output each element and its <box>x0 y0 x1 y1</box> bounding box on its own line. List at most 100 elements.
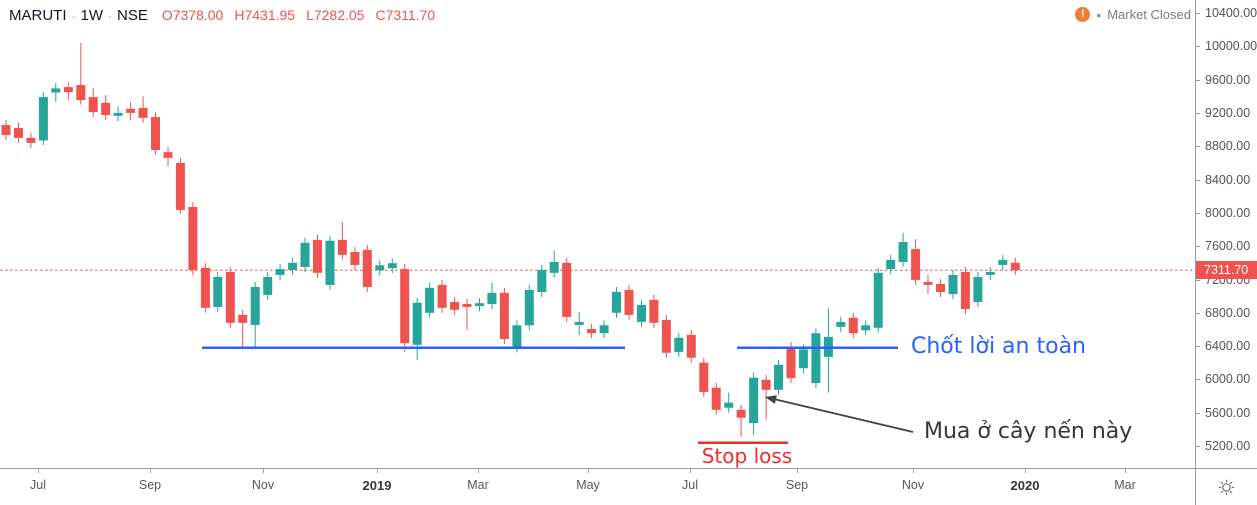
candle <box>76 43 86 105</box>
candle <box>313 234 322 278</box>
take-profit-label[interactable]: Chốt lời an toàn <box>911 333 1086 359</box>
candle <box>14 122 23 143</box>
time-axis-tick <box>478 469 479 473</box>
candle <box>1 120 11 140</box>
candle-body <box>38 97 48 141</box>
symbol-header: MARUTI · 1W · NSE O7378.00 H7431.95 L7282.05… <box>9 7 435 24</box>
candle-body <box>288 262 298 270</box>
time-axis-label: Jul <box>30 478 46 492</box>
candle-body <box>313 239 322 273</box>
symbol-name: MARUTI <box>9 7 67 24</box>
candle-body <box>774 364 783 390</box>
candle <box>674 332 684 357</box>
candle-body <box>175 162 185 210</box>
candle-body <box>674 337 684 352</box>
candle <box>848 312 858 339</box>
candle <box>774 359 783 395</box>
candle-body <box>450 302 460 310</box>
candle <box>487 282 497 309</box>
candle-body <box>911 249 921 280</box>
market-status[interactable]: ! • Market Closed <box>1075 7 1191 22</box>
candle <box>873 267 883 333</box>
candle <box>724 392 734 413</box>
buy-arrow-head[interactable] <box>765 395 777 404</box>
candle-body <box>475 303 484 307</box>
candle <box>63 82 73 101</box>
price-axis-label: 9600.00 <box>1205 72 1251 87</box>
candle <box>462 299 472 330</box>
price-axis-label: 9200.00 <box>1205 105 1251 120</box>
candle <box>400 264 410 352</box>
candle <box>475 298 484 312</box>
candle <box>213 272 223 312</box>
candle-body <box>238 314 248 323</box>
candle-body <box>736 409 746 418</box>
candle <box>624 284 634 320</box>
price-axis[interactable]: 10400.00 10000.00 9600.00 9200.00 8800.00 840… <box>1195 0 1257 468</box>
candle-body <box>499 292 509 339</box>
candle <box>973 272 983 307</box>
market-status-label: Market Closed <box>1107 7 1191 22</box>
candle <box>574 311 584 336</box>
buy-arrow-line[interactable] <box>768 397 914 433</box>
interval-label: 1W <box>80 7 104 24</box>
candle-body <box>798 349 808 369</box>
price-axis-label: 10000.00 <box>1205 39 1257 54</box>
price-axis-label: 10400.00 <box>1205 6 1257 20</box>
candle-body <box>524 289 534 326</box>
candle <box>238 309 248 347</box>
buy-note-label[interactable]: Mua ở cây nến này <box>924 419 1133 444</box>
candle <box>637 299 646 327</box>
price-axis-label: 7600.00 <box>1205 239 1251 254</box>
price-axis-label: 6000.00 <box>1205 372 1251 387</box>
candle <box>686 329 696 363</box>
time-axis-tick <box>263 469 264 473</box>
candle <box>325 235 335 290</box>
candle <box>113 106 123 122</box>
candle-body <box>1010 262 1020 271</box>
candle <box>499 287 509 344</box>
candle <box>88 87 98 118</box>
axis-settings-corner[interactable] <box>1195 468 1257 505</box>
time-axis-tick <box>150 469 151 473</box>
candle-body <box>811 333 821 384</box>
time-axis-label: 2020 <box>1010 478 1040 493</box>
candle-body <box>362 249 372 287</box>
candle <box>288 257 298 275</box>
candle-body <box>637 304 646 322</box>
candle <box>362 244 372 292</box>
candle-body <box>587 329 597 334</box>
candle <box>948 269 958 299</box>
candle-body <box>113 112 123 116</box>
candle <box>823 307 833 393</box>
price-axis-tick <box>1196 13 1200 14</box>
candle-body <box>437 284 447 308</box>
candle-body <box>624 289 634 315</box>
separator-dot: · <box>108 9 112 23</box>
time-axis[interactable]: Jul Sep Nov 2019 Mar May Jul Sep Nov 2020 Mar <box>0 468 1195 505</box>
candle <box>886 254 896 275</box>
candle-body <box>188 207 198 270</box>
candle-body <box>88 97 98 113</box>
candle <box>26 132 36 148</box>
candle-body <box>425 287 435 313</box>
candle-body <box>724 402 734 408</box>
candle-body <box>711 387 721 410</box>
candle <box>524 284 534 331</box>
symbol-title[interactable]: MARUTI · 1W · NSE <box>9 7 148 24</box>
candle-body <box>487 292 497 304</box>
candle-body <box>126 108 136 113</box>
candle <box>562 257 572 322</box>
candle <box>450 297 460 315</box>
candle <box>911 239 921 285</box>
candle-body <box>562 262 572 317</box>
time-axis-tick <box>377 469 378 473</box>
candle-body <box>512 325 522 348</box>
candle-body <box>549 262 559 273</box>
candle-body <box>836 321 846 327</box>
candle-body <box>985 272 995 275</box>
stop-loss-label[interactable]: Stop loss <box>701 444 793 468</box>
candle <box>375 260 385 276</box>
candle-body <box>1 125 11 135</box>
candlestick-chart[interactable] <box>0 0 1195 468</box>
